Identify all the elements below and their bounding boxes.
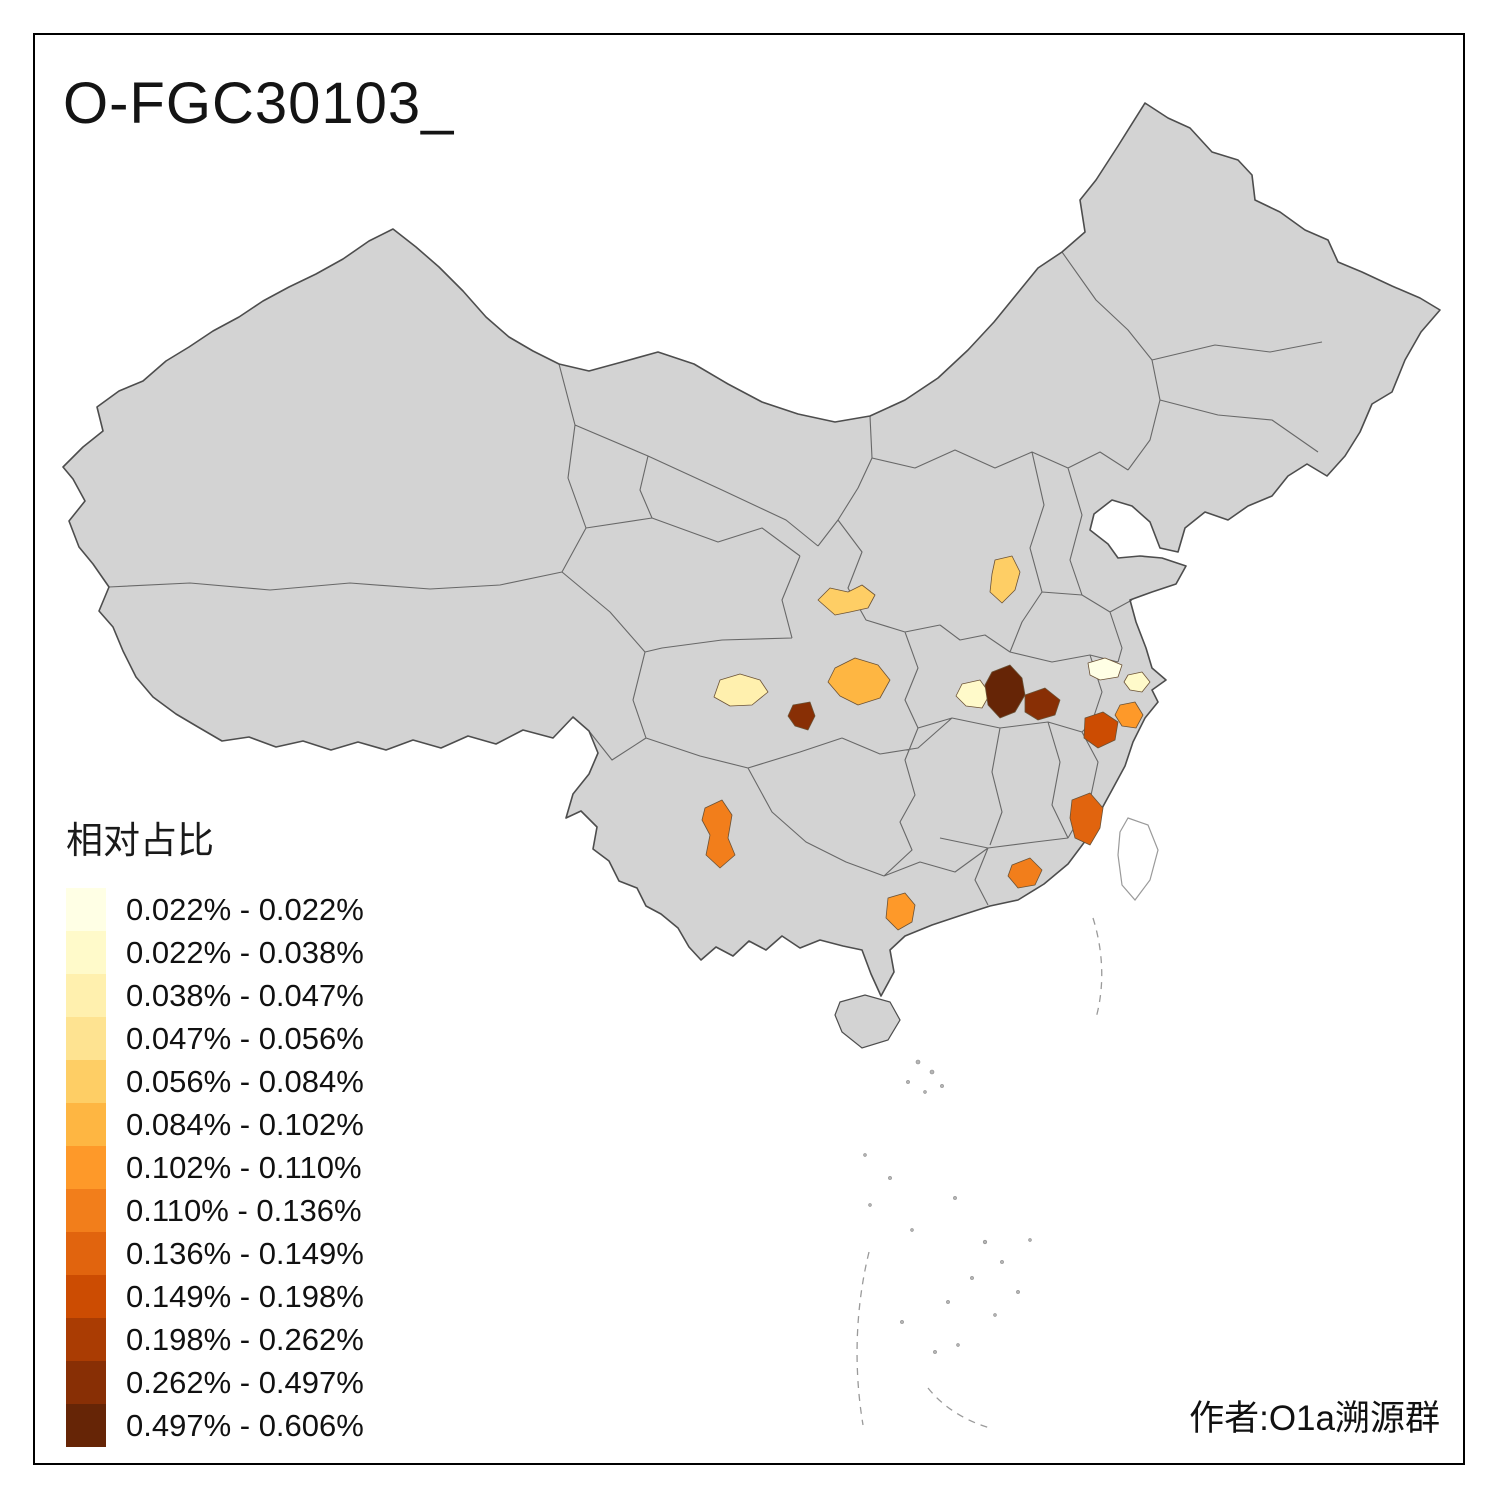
legend-swatch <box>66 1275 106 1318</box>
legend-item: 0.198% - 0.262% <box>66 1318 364 1361</box>
map-region <box>1069 792 1104 846</box>
legend-label: 0.022% - 0.022% <box>126 891 364 927</box>
sea-islands <box>863 1059 1032 1354</box>
legend-swatch <box>66 1404 106 1447</box>
map-region <box>1087 657 1123 681</box>
legend-item: 0.047% - 0.056% <box>66 1017 364 1060</box>
legend-swatch <box>66 1189 106 1232</box>
legend-item: 0.262% - 0.497% <box>66 1361 364 1404</box>
legend-swatch <box>66 1060 106 1103</box>
legend-item: 0.102% - 0.110% <box>66 1146 364 1189</box>
legend-item: 0.022% - 0.022% <box>66 888 364 931</box>
legend-swatch <box>66 931 106 974</box>
legend-label: 0.262% - 0.497% <box>126 1364 364 1400</box>
hainan-island <box>834 994 901 1049</box>
map-region <box>827 657 891 706</box>
map-region <box>984 664 1026 719</box>
map-region <box>787 701 816 731</box>
legend-label: 0.136% - 0.149% <box>126 1235 364 1271</box>
legend-item: 0.110% - 0.136% <box>66 1189 364 1232</box>
legend-label: 0.110% - 0.136% <box>126 1192 362 1228</box>
legend-item: 0.056% - 0.084% <box>66 1060 364 1103</box>
legend-item: 0.022% - 0.038% <box>66 931 364 974</box>
legend-label: 0.022% - 0.038% <box>126 934 364 970</box>
legend-label: 0.038% - 0.047% <box>126 977 364 1013</box>
legend-swatch <box>66 888 106 931</box>
legend-swatch <box>66 1361 106 1404</box>
legend: 相对占比 0.022% - 0.022% 0.022% - 0.038% 0.0… <box>66 810 364 1447</box>
legend-item: 0.084% - 0.102% <box>66 1103 364 1146</box>
map-region <box>1007 857 1043 889</box>
legend-swatch <box>66 1232 106 1275</box>
taiwan-island <box>1117 817 1159 901</box>
legend-swatch <box>66 1103 106 1146</box>
map-region <box>1024 687 1061 721</box>
page-title: O-FGC30103_ <box>63 71 455 136</box>
legend-label: 0.102% - 0.110% <box>126 1149 362 1185</box>
province-borders <box>108 251 1323 906</box>
map-region <box>713 673 769 707</box>
map-region <box>885 892 916 931</box>
legend-swatch <box>66 1146 106 1189</box>
legend-label: 0.497% - 0.606% <box>126 1407 364 1443</box>
highlighted-regions <box>701 555 1151 931</box>
legend-label: 0.056% - 0.084% <box>126 1063 364 1099</box>
legend-item: 0.497% - 0.606% <box>66 1404 364 1447</box>
sea-boundary-line <box>856 917 1103 1429</box>
map-region <box>1123 671 1151 693</box>
map-region <box>701 799 736 869</box>
legend-item: 0.136% - 0.149% <box>66 1232 364 1275</box>
map-region <box>989 555 1021 604</box>
map-region <box>817 584 876 616</box>
legend-label: 0.084% - 0.102% <box>126 1106 364 1142</box>
legend-swatch <box>66 1017 106 1060</box>
legend-label: 0.047% - 0.056% <box>126 1020 364 1056</box>
legend-title: 相对占比 <box>66 820 214 861</box>
map-region <box>1114 701 1144 729</box>
legend-item: 0.038% - 0.047% <box>66 974 364 1017</box>
legend-label: 0.198% - 0.262% <box>126 1321 364 1357</box>
legend-label: 0.149% - 0.198% <box>126 1278 364 1314</box>
map-region <box>1083 711 1119 749</box>
legend-swatch <box>66 1318 106 1361</box>
legend-item: 0.149% - 0.198% <box>66 1275 364 1318</box>
legend-swatch <box>66 974 106 1017</box>
attribution: 作者:O1a溯源群 <box>1189 1399 1440 1438</box>
map-region <box>955 679 991 709</box>
